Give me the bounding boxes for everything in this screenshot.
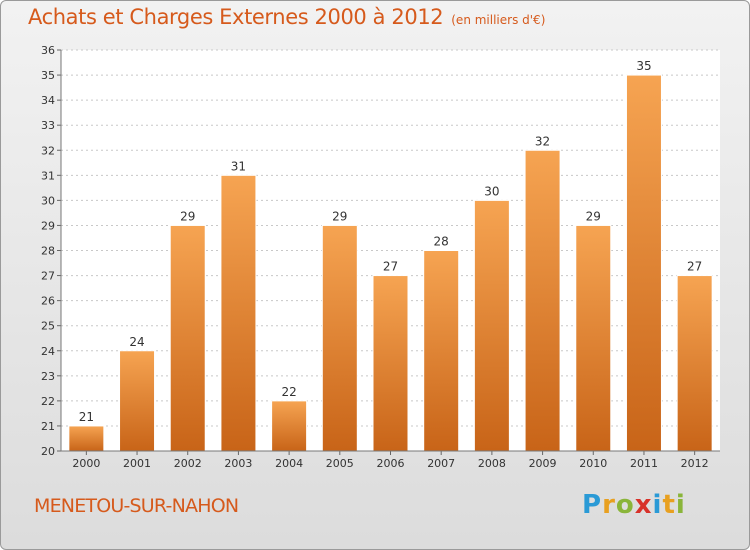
bar [169,224,206,452]
y-tick-label: 30 [41,194,55,207]
bar [676,275,713,452]
bar [423,250,460,452]
bar-value-label: 31 [231,159,246,173]
logo-letter: P [582,490,603,520]
bar-value-label: 28 [434,235,449,249]
bar [524,149,561,452]
bars: 21 24 29 31 22 29 27 28 30 32 29 35 27 [68,59,713,452]
bar [372,275,409,452]
bar-value-label: 21 [79,410,94,424]
x-tick-label: 2002 [174,457,202,470]
bar-value-label: 29 [586,209,601,223]
commune-name: MENETOU-SUR-NAHON [34,495,239,517]
chart-title: Achats et Charges Externes 2000 à 2012 (e… [28,5,545,29]
y-tick-label: 20 [41,445,55,458]
bar-value-label: 24 [129,335,144,349]
bar [119,350,156,452]
bar [271,400,308,452]
bar-value-label: 30 [484,184,499,198]
bar-value-label: 27 [383,260,398,274]
logo-letter: o [615,490,635,520]
y-tick-label: 26 [41,295,55,308]
y-tick-label: 31 [41,169,55,182]
y-tick-label: 29 [41,219,55,232]
bar-value-label: 29 [332,209,347,223]
y-tick-label: 32 [41,144,55,157]
x-tick-label: 2001 [123,457,151,470]
x-tick-label: 2010 [579,457,607,470]
y-tick-label: 23 [41,370,55,383]
logo-letter: i [675,490,686,520]
y-tick-label: 34 [41,94,55,107]
bar-value-label: 35 [636,59,651,73]
x-tick-label: 2007 [427,457,455,470]
x-tick-label: 2012 [681,457,709,470]
y-tick-label: 36 [41,44,55,57]
bar-value-label: 22 [281,385,296,399]
bar [625,74,662,452]
logo-letter: i [652,490,663,520]
x-tick-label: 2008 [478,457,506,470]
y-tick-label: 28 [41,245,55,258]
x-tick-label: 2011 [630,457,658,470]
x-tick-label: 2006 [377,457,405,470]
bar [473,199,510,452]
x-tick-label: 2009 [529,457,557,470]
y-tick-label: 24 [41,345,55,358]
bar [68,425,105,452]
bar-value-label: 29 [180,209,195,223]
x-tick-label: 2005 [326,457,354,470]
x-tick-label: 2003 [224,457,252,470]
title-text: Achats et Charges Externes 2000 à 2012 [28,5,444,29]
x-tick-label: 2004 [275,457,303,470]
bar [575,224,612,452]
bar-value-label: 32 [535,134,550,148]
y-tick-label: 25 [41,320,55,333]
x-tick-label: 2000 [72,457,100,470]
unit-label: (en milliers d'€) [451,13,546,27]
logo-letter: x [634,490,653,520]
axes: 20 21 22 23 24 25 26 27 28 29 30 31 32 33 34 35 36 2000 20… [41,44,720,470]
bar-value-label: 27 [687,260,702,274]
y-tick-label: 33 [41,119,55,132]
logo-letter: r [602,490,616,520]
proxiti-logo: Proxiti [582,490,686,520]
y-tick-label: 22 [41,395,55,408]
y-tick-label: 27 [41,270,55,283]
logo-letter: t [662,490,676,520]
bar [220,174,257,452]
y-tick-label: 35 [41,69,55,82]
y-tick-label: 21 [41,420,55,433]
bar [321,224,358,452]
